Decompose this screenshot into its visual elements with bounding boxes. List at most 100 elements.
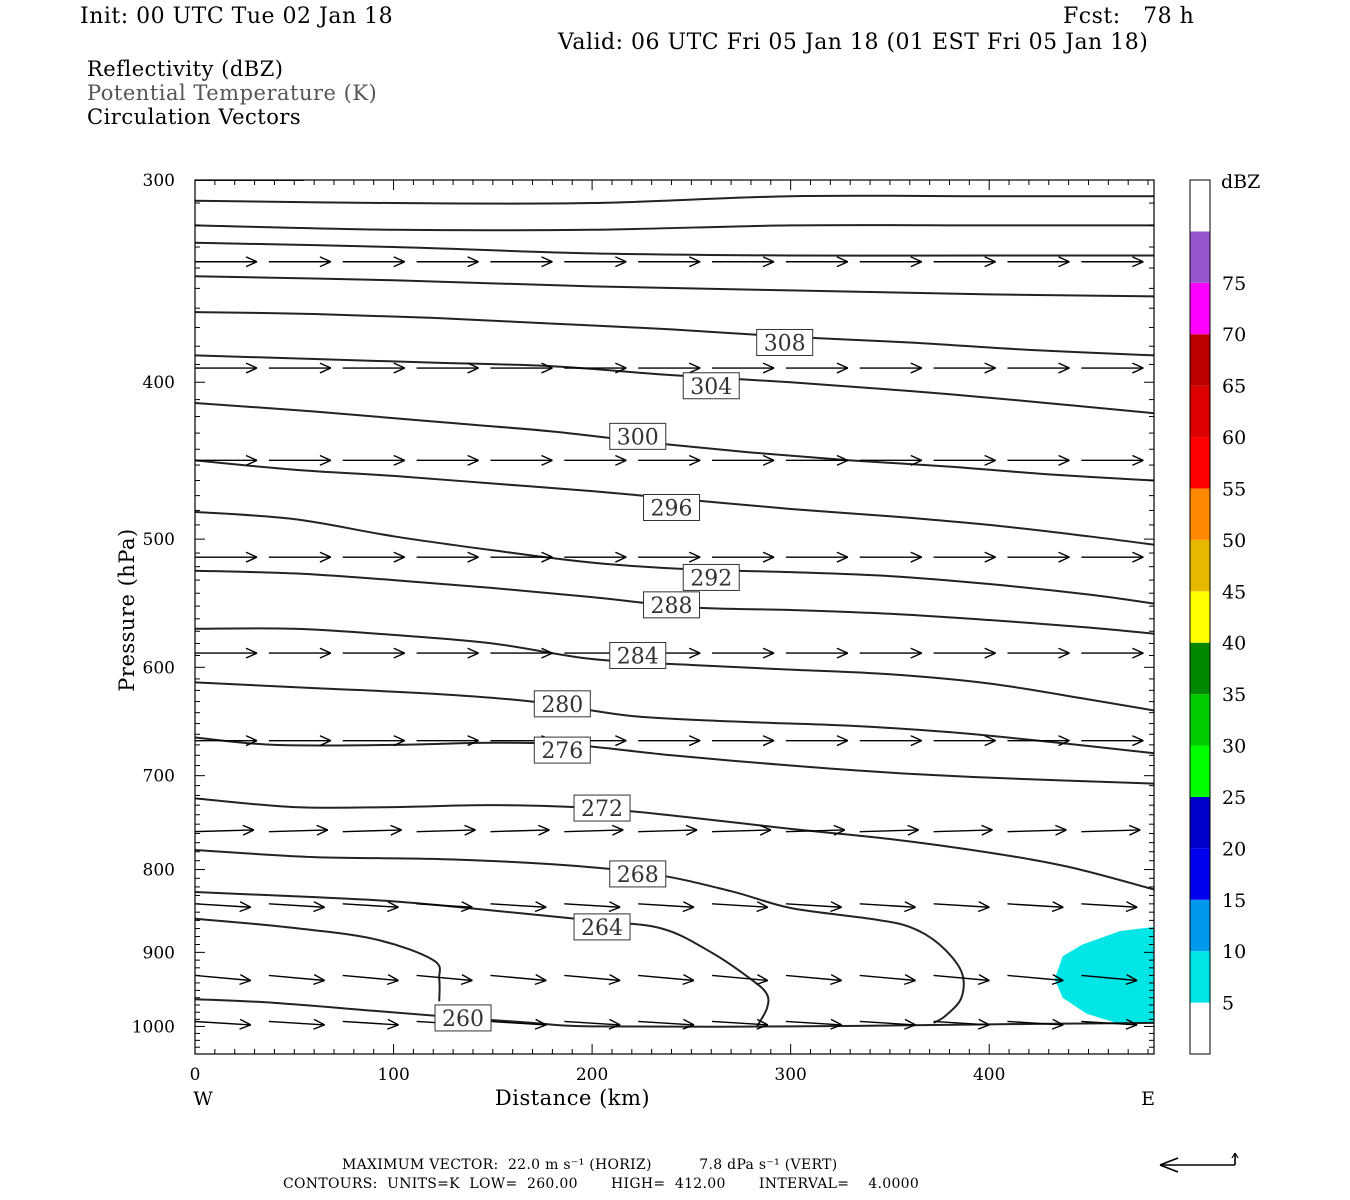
colorbar-tick-label: 40 (1222, 633, 1246, 655)
colorbar-segment (1190, 796, 1210, 849)
theta-contour-308 (195, 311, 1154, 357)
contour-label-box-292 (682, 563, 740, 591)
vector-arrow (1081, 901, 1138, 913)
vector-arrow (564, 1018, 621, 1030)
y-tick-label: 400 (143, 373, 175, 393)
vector-arrow (564, 551, 627, 563)
vector-arrow (564, 974, 621, 986)
vector-arrow (1081, 256, 1144, 268)
legend-circulation-vectors: Circulation Vectors (87, 105, 302, 129)
vector-arrow (712, 256, 775, 268)
contour-label-292: 292 (690, 566, 732, 591)
colorbar-segment (1190, 385, 1210, 438)
vector-arrow (342, 735, 406, 747)
vector-arrow (638, 824, 698, 836)
valid-time: Valid: 06 UTC Fri 05 Jan 18 (01 EST Fri … (558, 30, 1149, 55)
contour-label-box-296 (643, 493, 701, 521)
contour-label-box-304 (682, 372, 740, 400)
colorbar-title: dBZ (1221, 171, 1260, 193)
vector-arrow (933, 1018, 990, 1030)
colorbar-tick-label: 50 (1222, 530, 1246, 552)
x-axis-east-label: E (1141, 1088, 1155, 1110)
vector-arrow (638, 735, 701, 747)
x-tick-label: 200 (576, 1065, 608, 1085)
vector-arrow (195, 256, 258, 268)
x-tick-label: 400 (973, 1065, 1005, 1085)
vector-arrow (1007, 362, 1070, 374)
vector-arrow (859, 362, 923, 374)
contour-label-272: 272 (581, 797, 623, 822)
max-vector-caption: MAXIMUM VECTOR: 22.0 m s⁻¹ (HORIZ) 7.8 d… (342, 1157, 838, 1173)
colorbar-segment (1190, 745, 1210, 797)
vector-arrow (268, 735, 332, 747)
contour-label-308: 308 (764, 331, 806, 356)
vector-arrow (416, 647, 479, 659)
colorbar-tick-label: 35 (1222, 684, 1246, 706)
colorbar-tick-label: 70 (1222, 324, 1246, 346)
vector-arrow (564, 362, 627, 374)
vector-arrow (712, 454, 775, 466)
vector-arrow (490, 824, 550, 836)
vector-arrow (1081, 824, 1141, 836)
vector-arrow (195, 974, 252, 986)
colorbar-tick-label: 75 (1222, 273, 1246, 295)
theta-contour-268 (195, 848, 965, 1024)
vector-arrow (638, 551, 701, 563)
contour-label-box-260 (434, 1004, 492, 1032)
vector-arrow (933, 974, 990, 986)
vector-arrow (1007, 824, 1067, 836)
vector-arrow (342, 647, 406, 659)
legend-potential-temperature: Potential Temperature (K) (87, 81, 378, 105)
contour-label-260: 260 (442, 1007, 484, 1032)
vector-arrow (416, 974, 473, 986)
contour-label-box-280 (533, 690, 591, 718)
vector-arrow (1007, 735, 1070, 747)
theta-contour-304 (195, 354, 1154, 415)
vector-arrow (859, 551, 923, 563)
colorbar-segment (1190, 899, 1210, 952)
contour-label-layer: 260 264 268 272 276 280 284 288 292 296 300 304 308 (434, 328, 814, 1032)
vector-arrow (342, 901, 399, 913)
vector-arrow (638, 901, 695, 913)
vector-arrow (1007, 454, 1070, 466)
vector-arrow (859, 735, 923, 747)
vector-arrow (859, 824, 919, 836)
vector-arrow (711, 974, 769, 986)
vector-arrow (564, 901, 621, 913)
vector-arrow (712, 551, 775, 563)
contour-label-box-276 (533, 736, 591, 764)
vector-arrow (933, 901, 990, 913)
vector-arrow (195, 901, 252, 913)
vector-arrow (785, 901, 843, 913)
vector-arrow (342, 1018, 399, 1030)
vector-arrow (933, 454, 996, 466)
vector-arrow (195, 647, 258, 659)
contour-label-box-268 (609, 860, 667, 888)
vector-arrow (1081, 362, 1144, 374)
vector-arrow (490, 256, 553, 268)
vector-arrow (1007, 647, 1070, 659)
vector-arrow (564, 256, 627, 268)
vector-arrow (342, 256, 406, 268)
theta-contour-264 (195, 891, 770, 1027)
vector-arrow (859, 256, 923, 268)
vector-arrow (1007, 256, 1070, 268)
theta-contour-layer (195, 180, 1154, 1028)
reference-vector-icon (1159, 1152, 1239, 1173)
theta-contour-276 (195, 736, 1154, 785)
vector-arrow (490, 362, 553, 374)
vector-arrow (490, 551, 553, 563)
colorbar-segment (1190, 848, 1210, 900)
contour-caption: CONTOURS: UNITS=K LOW= 260.00 HIGH= 412.… (283, 1176, 920, 1192)
vector-arrow (268, 901, 325, 913)
contour-label-288: 288 (651, 594, 693, 619)
colorbar-segment (1190, 951, 1210, 1003)
contour-label-box-288 (643, 591, 701, 619)
colorbar-tick-label: 60 (1222, 427, 1246, 449)
vector-arrow (490, 1018, 547, 1030)
colorbar-tick-label: 65 (1222, 376, 1246, 398)
vector-arrow (268, 1018, 325, 1030)
x-tick-label: 100 (377, 1065, 409, 1085)
x-axis-west-label: W (193, 1088, 213, 1110)
colorbar-segment (1190, 694, 1210, 746)
